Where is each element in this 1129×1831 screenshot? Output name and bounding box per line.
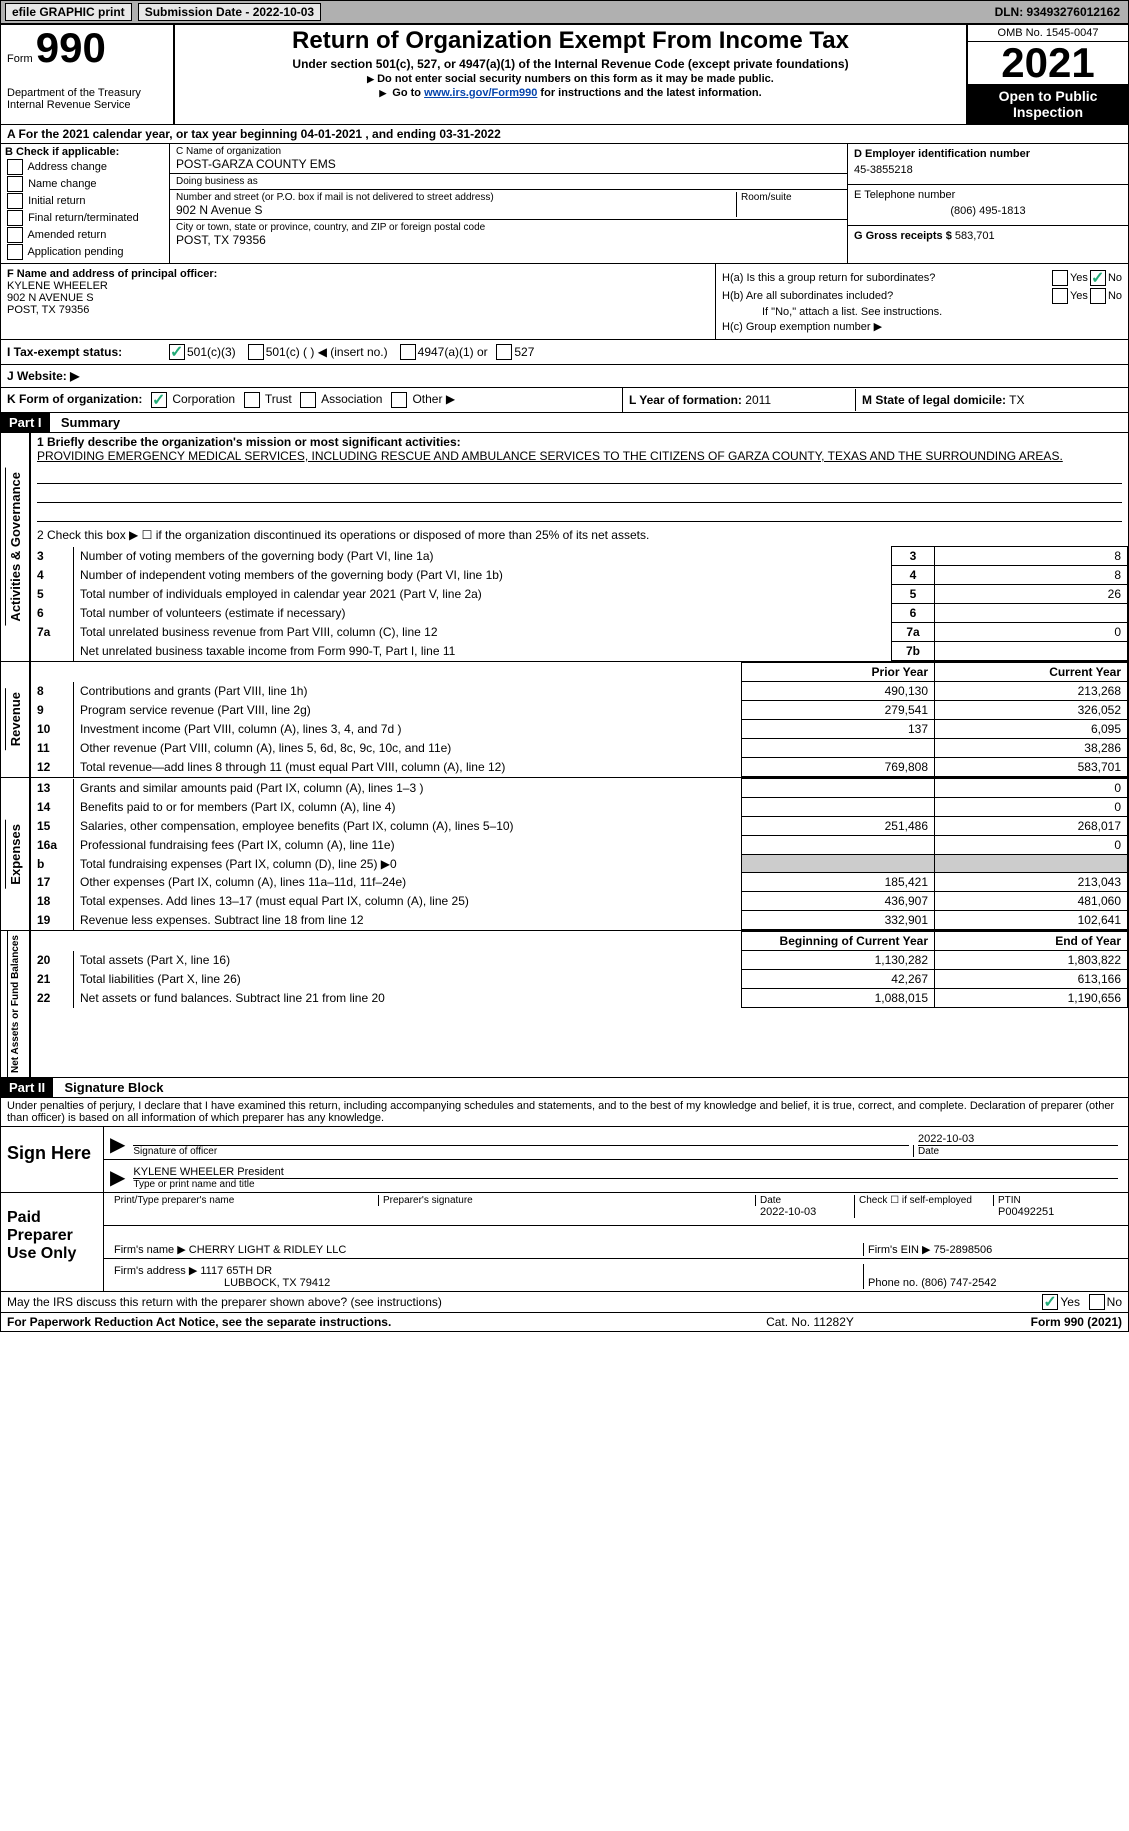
- part2-header: Part II Signature Block: [0, 1078, 1129, 1098]
- declaration-text: Under penalties of perjury, I declare th…: [0, 1098, 1129, 1127]
- part1-header: Part I Summary: [0, 413, 1129, 433]
- city-state-zip: POST, TX 79356: [176, 233, 841, 247]
- checkbox-name-change[interactable]: [7, 176, 23, 192]
- telephone: (806) 495-1813: [854, 201, 1122, 221]
- summary-table: 3Number of voting members of the governi…: [31, 546, 1128, 661]
- checkbox-final-return[interactable]: [7, 210, 23, 226]
- checkbox-discuss-yes[interactable]: [1042, 1294, 1058, 1310]
- netassets-table: Beginning of Current YearEnd of Year20To…: [31, 931, 1128, 1008]
- revenue-table: Prior YearCurrent Year8Contributions and…: [31, 662, 1128, 777]
- checkbox-other[interactable]: [391, 392, 407, 408]
- dept-treasury: Department of the Treasury: [7, 87, 167, 99]
- arrow-icon: ▶: [110, 1165, 125, 1190]
- form-subtitle2: Do not enter social security numbers on …: [181, 73, 960, 85]
- section-f: F Name and address of principal officer:…: [1, 264, 716, 339]
- signer-name: KYLENE WHEELER President: [133, 1166, 1118, 1178]
- form-subtitle1: Under section 501(c), 527, or 4947(a)(1)…: [181, 57, 960, 71]
- section-a: A For the 2021 calendar year, or tax yea…: [0, 125, 1129, 144]
- officer-addr1: 902 N AVENUE S: [7, 292, 709, 304]
- checkbox-hb-yes[interactable]: [1052, 288, 1068, 304]
- tab-activities: Activities & Governance: [5, 468, 25, 626]
- arrow-icon: ▶: [110, 1132, 125, 1157]
- form-subtitle3: Go to www.irs.gov/Form990 for instructio…: [181, 87, 960, 99]
- preparer-date: 2022-10-03: [760, 1206, 850, 1218]
- row-website: J Website: ▶: [0, 365, 1129, 388]
- checkbox-application-pending[interactable]: [7, 244, 23, 260]
- expenses-table: 13Grants and similar amounts paid (Part …: [31, 778, 1128, 930]
- firm-name: CHERRY LIGHT & RIDLEY LLC: [189, 1244, 347, 1256]
- checkbox-4947[interactable]: [400, 344, 416, 360]
- firm-phone: (806) 747-2542: [921, 1277, 996, 1289]
- section-c: C Name of organization POST-GARZA COUNTY…: [170, 144, 848, 263]
- row-form-org: K Form of organization: Corporation Trus…: [1, 388, 623, 412]
- year-formation: L Year of formation: 2011: [623, 389, 856, 411]
- section-h: H(a) Is this a group return for subordin…: [716, 264, 1128, 339]
- form-number: 990: [36, 24, 106, 71]
- tab-revenue: Revenue: [5, 688, 25, 750]
- paid-preparer-section: Paid Preparer Use Only Print/Type prepar…: [0, 1193, 1129, 1292]
- checkbox-address-change[interactable]: [7, 159, 23, 175]
- street-address: 902 N Avenue S: [176, 203, 732, 217]
- line-2: 2 Check this box ▶ ☐ if the organization…: [31, 524, 1128, 546]
- form-title: Return of Organization Exempt From Incom…: [181, 27, 960, 55]
- officer-name: KYLENE WHEELER: [7, 280, 709, 292]
- submission-date: Submission Date - 2022-10-03: [138, 3, 321, 21]
- officer-addr2: POST, TX 79356: [7, 304, 709, 316]
- checkbox-initial-return[interactable]: [7, 193, 23, 209]
- row-tax-exempt: I Tax-exempt status: 501(c)(3) 501(c) ( …: [0, 340, 1129, 365]
- checkbox-527[interactable]: [496, 344, 512, 360]
- top-bar: efile GRAPHIC print Submission Date - 20…: [0, 0, 1129, 24]
- tab-expenses: Expenses: [5, 820, 25, 889]
- firm-ein: 75-2898506: [934, 1244, 993, 1256]
- open-public: Open to Public Inspection: [968, 84, 1128, 124]
- checkbox-ha-yes[interactable]: [1052, 270, 1068, 286]
- may-irs-discuss: May the IRS discuss this return with the…: [0, 1292, 1129, 1313]
- checkbox-trust[interactable]: [244, 392, 260, 408]
- form-header: Form 990 Department of the Treasury Inte…: [0, 24, 1129, 125]
- tab-netassets: Net Assets or Fund Balances: [7, 931, 23, 1077]
- ein: 45-3855218: [854, 160, 1122, 180]
- dln: DLN: 93493276012162: [995, 5, 1124, 19]
- org-name: POST-GARZA COUNTY EMS: [176, 157, 841, 171]
- section-d: D Employer identification number 45-3855…: [848, 144, 1128, 263]
- checkbox-association[interactable]: [300, 392, 316, 408]
- page-footer: For Paperwork Reduction Act Notice, see …: [0, 1313, 1129, 1332]
- checkbox-amended[interactable]: [7, 227, 23, 243]
- tax-year: 2021: [968, 42, 1128, 84]
- firm-addr: 1117 65TH DR: [200, 1265, 272, 1277]
- irs-label: Internal Revenue Service: [7, 99, 167, 111]
- checkbox-hb-no[interactable]: [1090, 288, 1106, 304]
- section-b: B Check if applicable: Address change Na…: [1, 144, 170, 263]
- checkbox-ha-no[interactable]: [1090, 270, 1106, 286]
- irs-link[interactable]: www.irs.gov/Form990: [424, 87, 537, 99]
- sign-date: 2022-10-03: [918, 1133, 1118, 1145]
- sign-here-section: Sign Here ▶ Signature of officer 2022-10…: [0, 1127, 1129, 1193]
- checkbox-501c[interactable]: [248, 344, 264, 360]
- checkbox-discuss-no[interactable]: [1089, 1294, 1105, 1310]
- state-domicile: M State of legal domicile: TX: [856, 389, 1128, 411]
- ptin: P00492251: [998, 1206, 1118, 1218]
- checkbox-501c3[interactable]: [169, 344, 185, 360]
- gross-receipts: 583,701: [955, 230, 995, 242]
- checkbox-corporation[interactable]: [151, 392, 167, 408]
- mission-text: PROVIDING EMERGENCY MEDICAL SERVICES, IN…: [37, 449, 1063, 463]
- form-label: Form: [7, 53, 33, 65]
- efile-print-button[interactable]: efile GRAPHIC print: [5, 3, 132, 21]
